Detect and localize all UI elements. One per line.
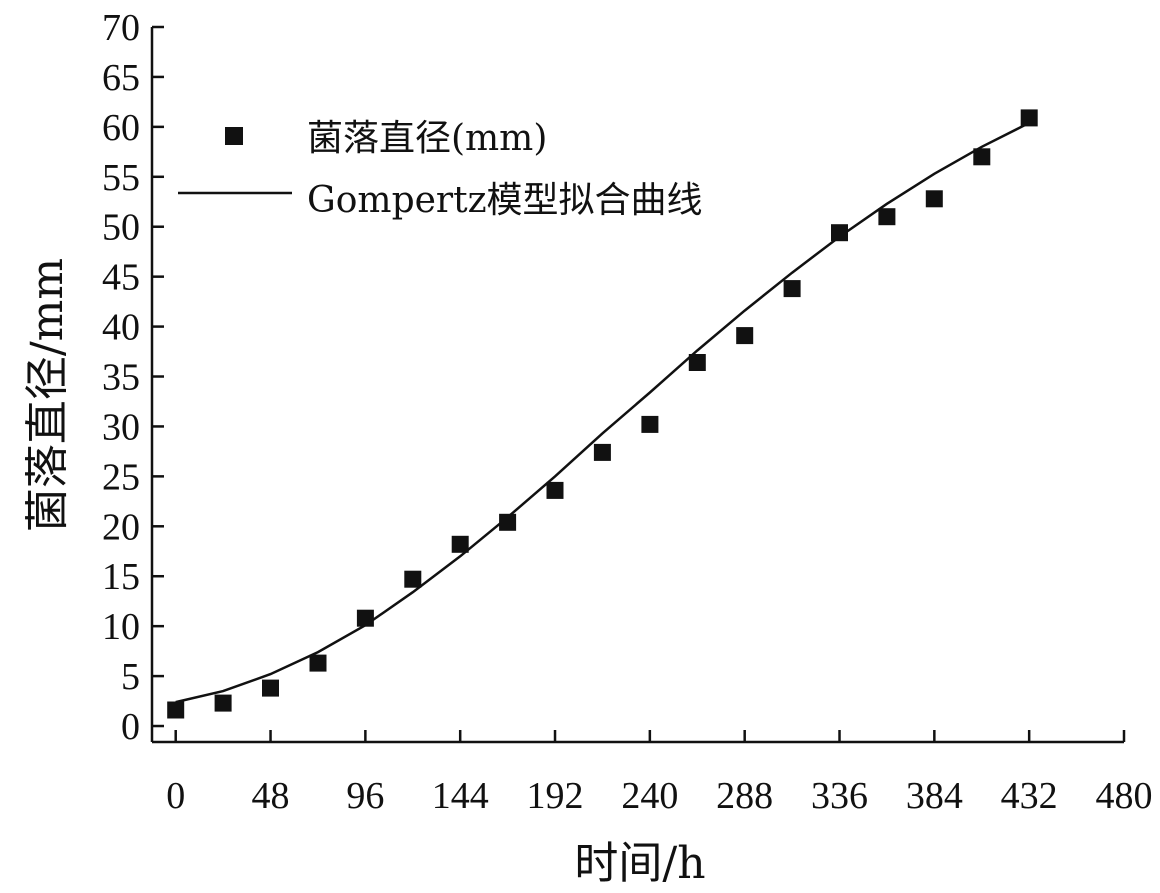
x-tick-label: 384 bbox=[906, 775, 963, 817]
y-tick-label: 45 bbox=[102, 257, 140, 299]
y-tick-label: 20 bbox=[102, 506, 140, 548]
data-point bbox=[973, 148, 991, 166]
y-tick-label: 10 bbox=[102, 606, 140, 648]
legend-label-line: Gompertz模型拟合曲线 bbox=[307, 180, 703, 221]
x-tick-label: 432 bbox=[1001, 775, 1058, 817]
data-point bbox=[309, 654, 327, 672]
legend: 菌落直径(mm) Gompertz模型拟合曲线 bbox=[178, 118, 703, 221]
y-tick-label: 55 bbox=[102, 157, 140, 199]
y-axis-title: 菌落直径/mm bbox=[22, 258, 73, 532]
axes bbox=[150, 27, 1124, 744]
y-tick-label: 15 bbox=[102, 556, 140, 598]
x-tick-label: 48 bbox=[252, 775, 290, 817]
data-point bbox=[214, 694, 232, 712]
data-point bbox=[831, 224, 848, 242]
x-tick-label: 336 bbox=[811, 775, 868, 817]
x-tick-label: 240 bbox=[621, 775, 678, 817]
data-point bbox=[593, 443, 611, 461]
data-point bbox=[641, 415, 659, 433]
x-axis-ticks: 0 48 96 144 192 240 288 336 384 432 480 bbox=[166, 730, 1153, 817]
gompertz-fit-curve bbox=[175, 121, 1030, 704]
data-point bbox=[1020, 109, 1038, 127]
x-tick-label: 192 bbox=[527, 775, 584, 817]
y-tick-label: 50 bbox=[102, 207, 140, 249]
x-axis-title: 时间/h bbox=[574, 838, 705, 889]
y-tick-label: 5 bbox=[121, 656, 140, 698]
x-tick-label: 0 bbox=[166, 775, 185, 817]
data-point bbox=[783, 280, 801, 298]
x-tick-label: 96 bbox=[346, 775, 384, 817]
y-tick-label: 30 bbox=[102, 406, 140, 448]
data-points bbox=[167, 109, 1038, 719]
x-tick-label: 144 bbox=[432, 775, 489, 817]
data-point bbox=[262, 679, 279, 697]
y-tick-label: 35 bbox=[102, 357, 140, 399]
data-point bbox=[356, 609, 374, 627]
data-point bbox=[451, 535, 469, 553]
y-tick-label: 0 bbox=[121, 706, 140, 748]
x-tick-label: 288 bbox=[716, 775, 773, 817]
data-point bbox=[878, 208, 896, 226]
data-point bbox=[736, 327, 754, 345]
x-tick-label: 480 bbox=[1096, 775, 1153, 817]
data-point bbox=[404, 570, 422, 588]
legend-label-scatter: 菌落直径(mm) bbox=[307, 118, 547, 159]
y-axis-ticks: 0 5 10 15 20 25 30 35 40 45 50 55 60 65 70 bbox=[102, 7, 164, 748]
data-point bbox=[167, 701, 185, 719]
y-tick-label: 70 bbox=[102, 7, 140, 49]
y-tick-label: 25 bbox=[102, 456, 140, 498]
y-tick-label: 60 bbox=[102, 107, 140, 149]
data-point bbox=[925, 190, 943, 208]
data-point bbox=[499, 513, 517, 531]
y-tick-label: 40 bbox=[102, 307, 140, 349]
y-tick-label: 65 bbox=[102, 57, 140, 99]
legend-marker-scatter bbox=[225, 127, 243, 145]
data-point bbox=[688, 354, 706, 371]
data-point bbox=[546, 481, 564, 499]
